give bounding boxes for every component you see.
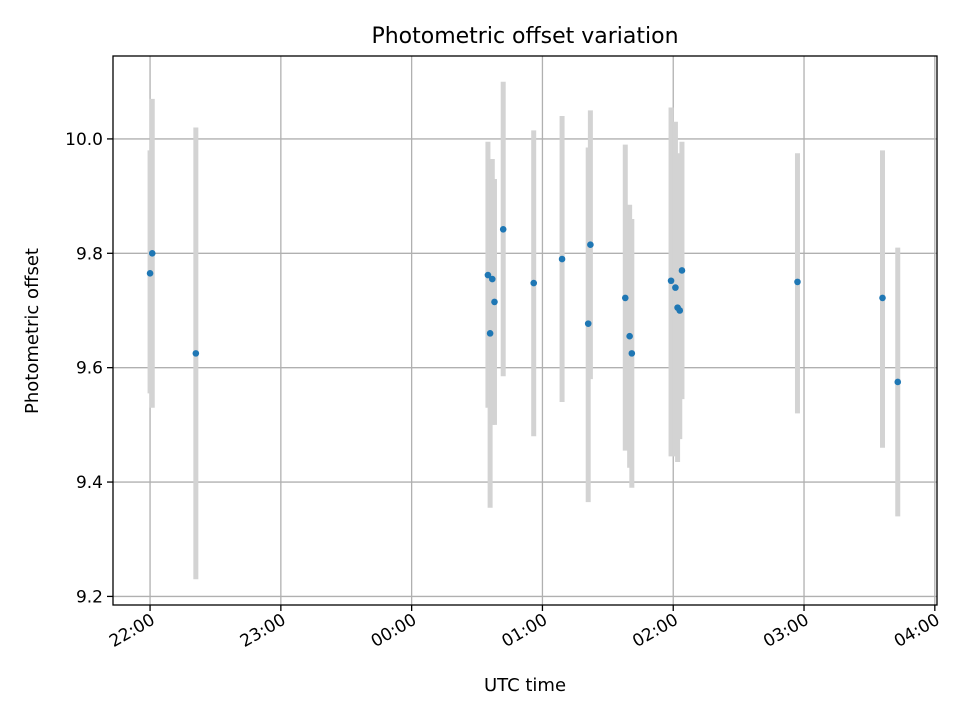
data-point: [489, 275, 496, 283]
y-tick-label: 9.6: [76, 359, 103, 379]
data-point: [530, 279, 538, 287]
data-point: [491, 298, 498, 306]
data-point: [486, 330, 494, 337]
y-axis-label: Photometric offset: [22, 248, 43, 414]
data-point: [794, 278, 801, 286]
x-axis-label: UTC time: [484, 675, 566, 696]
data-point: [587, 241, 594, 249]
x-tick-label: 00:00: [368, 610, 420, 652]
data-point: [672, 284, 679, 291]
plot-frame: [112, 55, 938, 606]
x-tick-label: 03:00: [760, 610, 812, 652]
x-tick-label: 04:00: [891, 610, 943, 652]
data-point: [628, 350, 636, 357]
data-point: [148, 249, 156, 257]
data-point: [584, 320, 592, 327]
y-tick-label: 9.8: [76, 244, 103, 264]
data-point: [621, 294, 629, 302]
data-point: [894, 378, 902, 386]
y-tick-label: 9.2: [76, 587, 103, 607]
data-point: [676, 307, 684, 314]
x-tick-label: 23:00: [237, 610, 289, 652]
chart-title: Photometric offset variation: [371, 24, 678, 49]
y-tick-label: 10.0: [65, 130, 103, 150]
x-tick-label: 22:00: [106, 610, 158, 652]
data-markers: [146, 225, 902, 386]
data-point: [484, 271, 492, 279]
y-tick-label: 9.4: [76, 473, 103, 493]
data-point: [678, 267, 686, 274]
data-point: [499, 225, 507, 233]
data-point: [146, 270, 154, 277]
data-point: [558, 255, 566, 263]
grid: [113, 56, 937, 605]
data-point: [667, 277, 675, 285]
data-point: [879, 294, 886, 302]
x-tick-label: 02:00: [629, 610, 681, 652]
error-bars: [147, 81, 901, 580]
data-point: [626, 332, 633, 340]
x-tick-label: 01:00: [499, 610, 551, 652]
data-point: [192, 350, 200, 357]
